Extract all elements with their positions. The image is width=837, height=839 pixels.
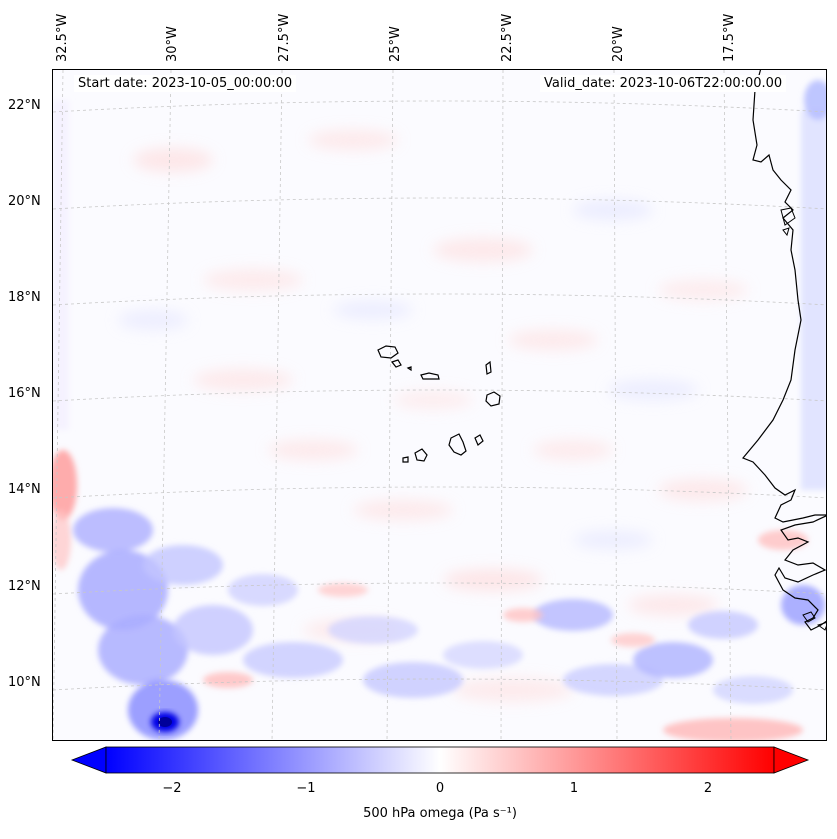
- start-date-label: Start date: 2023-10-05_00:00:00: [74, 75, 297, 92]
- lon-label-32-5w: 32.5°W: [55, 13, 70, 62]
- island-santiago: [448, 433, 467, 456]
- island-sal: [485, 360, 492, 375]
- colorbar-tick-2: 2: [703, 781, 713, 796]
- colorbar-low-extend: [70, 746, 107, 774]
- island-sao-vicente: [390, 359, 402, 368]
- lat-label-14n: 14°N: [8, 482, 41, 497]
- island-fogo: [414, 448, 428, 462]
- strong-ascent-core: [128, 680, 198, 740]
- omega-field-map: [53, 70, 826, 740]
- island-brava: [402, 456, 409, 463]
- lat-label-16n: 16°N: [8, 386, 41, 401]
- colorbar-label: 500 hPa omega (Pa s⁻¹): [363, 806, 517, 821]
- island-santa-luzia: [406, 366, 412, 372]
- island-boa-vista: [485, 391, 501, 407]
- lon-label-17-5w: 17.5°W: [722, 13, 737, 62]
- africa-coastline: [742, 70, 826, 523]
- island-sao-nicolau: [420, 372, 440, 380]
- lat-label-10n: 10°N: [8, 675, 41, 690]
- lat-label-12n: 12°N: [8, 579, 41, 594]
- lon-label-25w: 25°W: [388, 26, 403, 62]
- lat-label-18n: 18°N: [8, 290, 41, 305]
- lon-label-22-5w: 22.5°W: [500, 13, 515, 62]
- cape-verde-islands: [377, 345, 501, 463]
- colorbar-tick-1: 1: [569, 781, 579, 796]
- lon-label-27-5w: 27.5°W: [277, 13, 292, 62]
- lon-label-30w: 30°W: [165, 26, 180, 62]
- guinea-bissau-islands: [802, 611, 826, 631]
- lat-label-20n: 20°N: [8, 194, 41, 209]
- island-santo-antao: [377, 345, 399, 359]
- map-gridlines: [53, 70, 826, 740]
- colorbar-gradient: [105, 746, 775, 774]
- colorbar-tick-minus1: −1: [296, 781, 316, 796]
- island-maio: [474, 434, 484, 446]
- lon-label-20w: 20°W: [611, 26, 626, 62]
- left-edge-anomalies: [53, 100, 77, 570]
- right-edge-anomalies: [801, 80, 826, 490]
- colorbar: [70, 746, 810, 774]
- colorbar-high-extend: [773, 746, 810, 774]
- colorbar-tick-0: 0: [435, 781, 445, 796]
- southern-ascent-band: [73, 508, 825, 704]
- colorbar-tick-minus2: −2: [162, 781, 182, 796]
- southern-descent-patches: [203, 530, 808, 740]
- canary-coast-detail: [780, 207, 796, 237]
- map-panel: [52, 69, 827, 741]
- valid-date-label: Valid_date: 2023-10-06T22:00:00.00: [540, 75, 787, 92]
- faint-field-patches: [118, 130, 748, 702]
- lat-label-22n: 22°N: [8, 98, 41, 113]
